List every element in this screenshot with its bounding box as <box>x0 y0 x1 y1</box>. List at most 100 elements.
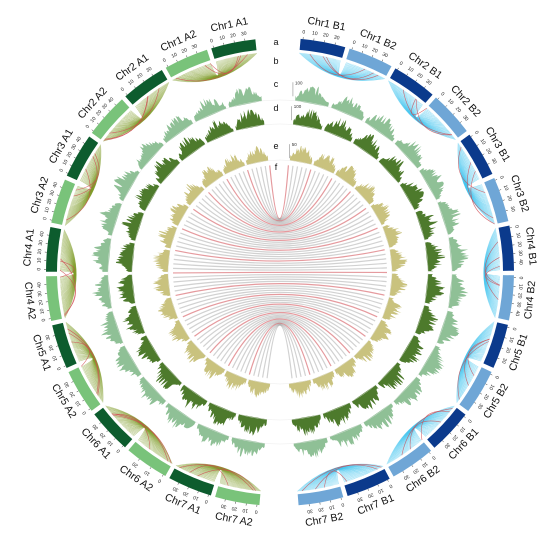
synteny-link <box>75 153 100 191</box>
synteny-link <box>457 341 489 400</box>
synteny-link <box>189 465 229 486</box>
tick-mark <box>113 438 116 440</box>
tick-label: 20 <box>37 248 43 254</box>
cross-link <box>220 316 340 362</box>
tick-mark <box>108 109 111 112</box>
tick-mark <box>55 345 59 347</box>
tick-label: 30 <box>490 157 498 165</box>
chromosome-chr4-b2 <box>498 275 514 321</box>
histogram-bars <box>153 157 181 185</box>
histogram-bars <box>155 362 182 389</box>
tick-mark <box>114 103 117 106</box>
synteny-link <box>466 357 482 368</box>
tick-label: 0 <box>430 454 436 461</box>
chromosome-chr5-a2 <box>68 367 101 411</box>
track-baseline <box>167 159 393 385</box>
cross-link <box>246 169 312 222</box>
tick-mark <box>499 189 502 191</box>
tick-label: 20 <box>504 347 512 354</box>
tick-label: 0 <box>340 501 344 508</box>
cross-link <box>216 314 344 360</box>
histogram-bars <box>223 154 246 175</box>
histogram-bars <box>437 201 461 235</box>
tick-label: 30 <box>443 441 451 449</box>
cross-link <box>227 318 332 367</box>
histogram-bars <box>418 345 445 377</box>
synteny-link <box>130 105 143 120</box>
tick-label: 20 <box>366 491 374 499</box>
histogram-bars <box>231 437 265 457</box>
histogram-bars <box>134 183 160 212</box>
histogram-bars <box>399 335 424 364</box>
chromosome-chr1-b1 <box>299 38 346 58</box>
synteny-link <box>73 156 98 197</box>
chromosome-chr2-a1 <box>125 70 168 105</box>
tick-mark <box>415 79 418 82</box>
tick-label: 10 <box>62 159 70 167</box>
chromosome-chr3-a1 <box>66 136 99 181</box>
tick-label: 30 <box>517 250 523 256</box>
chromosome-chr5-a1 <box>52 322 77 369</box>
cross-link <box>191 301 369 334</box>
chromosome-label-chr4-a2: Chr4 A2 <box>22 281 38 320</box>
tick-label: 10 <box>361 43 369 51</box>
tick-label: 10 <box>514 232 521 239</box>
synteny-link <box>420 410 450 441</box>
histogram-bars <box>291 414 321 436</box>
tick-mark <box>452 112 455 115</box>
tick-mark <box>340 497 342 500</box>
tick-label: 30 <box>500 357 508 365</box>
cross-link <box>198 200 361 238</box>
track-letter-a: a <box>273 37 278 47</box>
chromosome-label-chr5-b2: Chr5 B2 <box>481 381 511 420</box>
tick-mark <box>207 494 209 497</box>
chromosome-label-chr2-a1: Chr2 A1 <box>113 52 151 84</box>
histogram-bars <box>121 212 145 241</box>
tick-label: 20 <box>516 293 523 299</box>
tick-mark <box>361 50 364 53</box>
tick-mark <box>82 399 85 402</box>
histogram-bars <box>293 437 328 458</box>
chromosome-label-chr4-b2: Chr4 B2 <box>522 280 538 320</box>
tick-mark <box>138 458 140 461</box>
cross-link <box>177 287 383 305</box>
tick-label: 0 <box>41 318 47 322</box>
track-letter-b: b <box>273 56 278 66</box>
cross-link <box>172 271 388 274</box>
tick-mark <box>142 79 145 82</box>
tick-label: 30 <box>38 240 45 246</box>
synteny-link <box>59 269 76 315</box>
synteny-link <box>464 338 490 386</box>
synteny-link <box>470 170 495 225</box>
tick-label: 0 <box>85 124 92 130</box>
tick-label: 30 <box>333 35 340 42</box>
chromosome-chr4-b1 <box>498 225 514 271</box>
tick-label: 40 <box>517 259 523 265</box>
cross-link <box>186 297 374 326</box>
tick-label: 10 <box>517 284 523 290</box>
cross-link <box>180 231 380 253</box>
synteny-link <box>415 104 428 118</box>
cross-link <box>230 176 329 225</box>
tick-label: 30 <box>220 502 227 509</box>
tick-label: 10 <box>507 336 514 343</box>
cross-link <box>269 165 289 219</box>
tick-label: 10 <box>171 52 179 60</box>
track-letter-e: e <box>273 141 278 151</box>
chromosome-label-chr3-b1: Chr3 B1 <box>483 125 513 164</box>
chromosome-chr6-a1 <box>94 407 133 448</box>
histogram-bars <box>168 319 190 342</box>
tick-label: 20 <box>371 47 379 55</box>
synteny-link <box>209 55 239 74</box>
cross-link <box>212 313 347 357</box>
tick-mark <box>497 357 500 360</box>
tick-mark <box>52 335 55 337</box>
tick-label: 30 <box>49 189 57 196</box>
tick-label: 30 <box>70 143 78 151</box>
tick-label: 40 <box>75 136 83 144</box>
histogram-bars <box>157 225 178 249</box>
histogram-bars <box>204 357 226 379</box>
tick-label: 10 <box>446 98 454 106</box>
chromosome-ideogram <box>44 37 516 507</box>
tick-label: 30 <box>172 485 180 493</box>
